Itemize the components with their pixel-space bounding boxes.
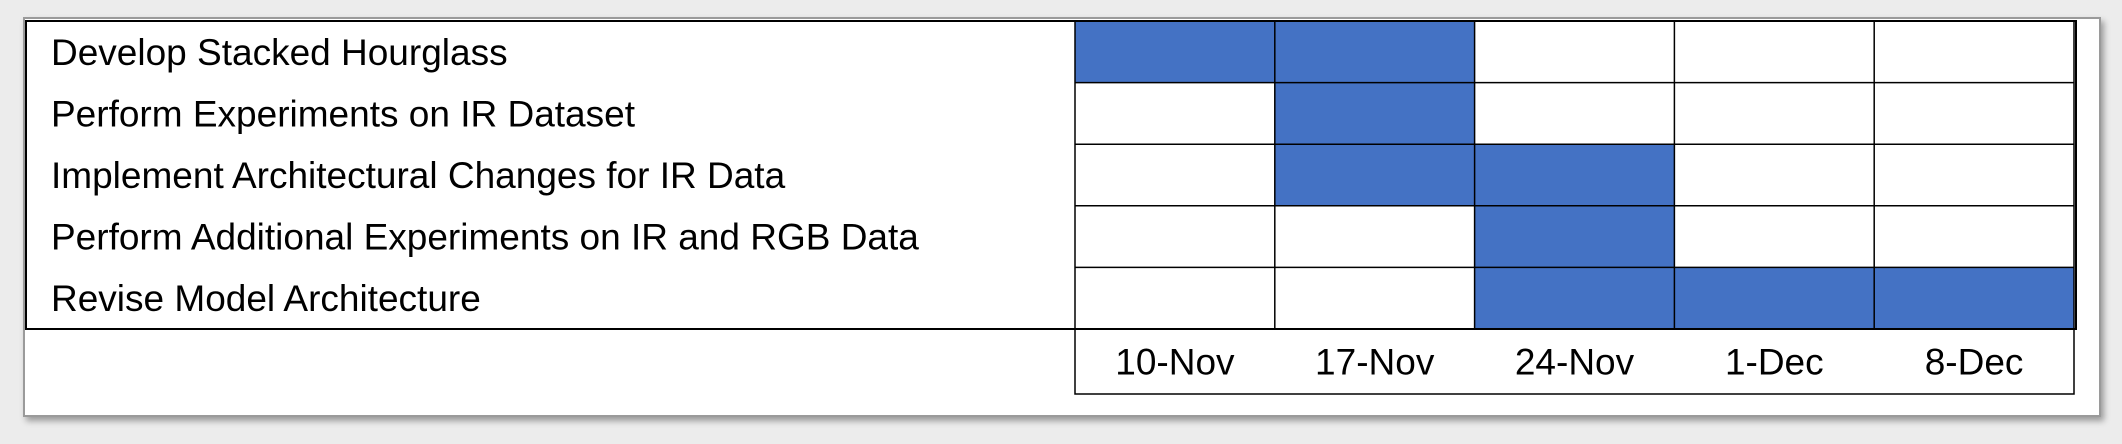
task-label: Implement Architectural Changes for IR D… [51,155,786,196]
active-cell [1474,144,1675,206]
active-cell [1474,205,1675,268]
active-cell [1075,21,1275,83]
period-label: 8-Dec [1925,342,2024,383]
task-label: Develop Stacked Hourglass [51,32,508,73]
active-cell [1874,267,2074,329]
period-label: 24-Nov [1515,342,1635,383]
active-cell [1274,21,1475,83]
active-cell [1674,267,1875,329]
period-label: 17-Nov [1315,342,1435,383]
task-label: Perform Experiments on IR Dataset [51,93,636,134]
active-cell [1274,82,1475,145]
task-label: Perform Additional Experiments on IR and… [51,217,919,258]
active-cell [1274,144,1475,206]
chart-sheet [23,17,2101,417]
task-table-border [25,20,2077,330]
period-label: 10-Nov [1115,342,1235,383]
date-axis-border [1074,328,2075,395]
period-label: 1-Dec [1725,342,1824,383]
active-cell [1474,267,1675,329]
task-label: Revise Model Architecture [51,278,481,319]
